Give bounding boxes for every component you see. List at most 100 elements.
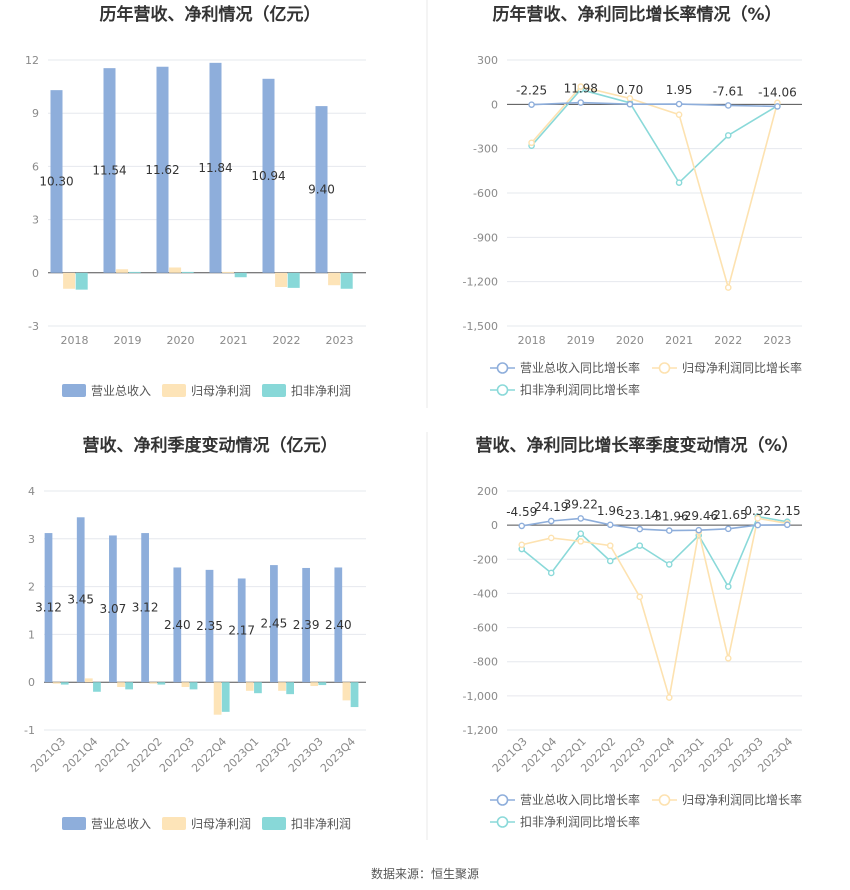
legend-label: 营业总收入同比增长率 (520, 792, 640, 807)
chart-title: 历年营收、净利同比增长率情况（%） (492, 4, 781, 25)
series-point (606, 542, 614, 549)
bar-revenue (156, 66, 169, 273)
series-point (675, 111, 683, 118)
bar-revenue (50, 90, 63, 273)
line-data-label: 39.22 (564, 497, 598, 511)
y-tick-label: 2 (28, 581, 35, 594)
series-line (521, 517, 788, 698)
line-data-label: -23.14 (620, 508, 659, 522)
series-point (577, 99, 585, 106)
bar-data-label: 11.62 (145, 163, 179, 177)
y-tick-label: 1 (28, 628, 35, 641)
line-data-label: 1.96 (597, 504, 624, 518)
line-data-label: 0.70 (617, 83, 644, 97)
bar-net-profit (342, 682, 351, 701)
bar-deducted-profit (350, 682, 359, 708)
y-tick-label: -400 (473, 587, 498, 600)
line-data-label: 2.15 (774, 504, 801, 518)
series-point (665, 527, 673, 534)
bar-deducted-profit (234, 272, 247, 278)
bar-revenue (302, 567, 310, 683)
series-point (675, 179, 683, 186)
bar-net-profit (275, 272, 288, 287)
bar-data-label: 2.40 (325, 618, 352, 632)
x-tick-label: 2018 (518, 334, 546, 347)
legend-marker (496, 816, 509, 828)
bar-deducted-profit (125, 682, 134, 690)
series-point (626, 100, 634, 108)
bar-deducted-profit (93, 682, 101, 692)
chart-title: 历年营收、净利情况（亿元） (100, 4, 321, 25)
x-tick-label: 2022 (714, 334, 742, 347)
source-note: 数据来源：恒生聚源 (371, 866, 479, 881)
chart-4: 营收、净利同比增长率季度变动情况（%） 200 0 -200 -400 -600 -800 -… (463, 435, 802, 829)
line-data-label: -2.25 (516, 84, 547, 98)
y-tick-label: 0 (491, 98, 498, 111)
bar-deducted-profit (318, 682, 327, 686)
legend-label: 营业总收入同比增长率 (520, 360, 640, 375)
y-tick-label: -1 (24, 724, 35, 737)
x-tick-label: 2019 (567, 334, 595, 347)
x-tick-label: 2023 (763, 334, 791, 347)
legend-swatch (62, 817, 86, 830)
series-point (724, 583, 732, 590)
series-line (521, 517, 788, 532)
y-tick-label: -800 (473, 656, 498, 669)
series-point (577, 530, 585, 537)
legend-marker (658, 794, 671, 806)
series-point (528, 139, 535, 147)
legend-marker (496, 362, 509, 374)
bar-revenue (334, 567, 343, 683)
bar-deducted-profit (254, 682, 262, 694)
legend-label: 扣非净利润同比增长率 (520, 382, 640, 397)
legend-swatch (262, 384, 286, 397)
bar-deducted-profit (75, 272, 88, 290)
bar-net-profit (63, 272, 76, 289)
series-point (547, 569, 555, 577)
bar-revenue (205, 569, 214, 683)
y-tick-label: 3 (32, 214, 39, 227)
bar-net-profit (52, 682, 61, 684)
series-line (530, 88, 778, 184)
x-tick-label: 2018 (61, 334, 89, 347)
chart-title: 营收、净利季度变动情况（亿元） (83, 435, 338, 456)
legend-label: 归母净利润 (191, 384, 251, 398)
y-tick-label: 300 (477, 54, 498, 67)
chart-title: 营收、净利同比增长率季度变动情况（%） (475, 435, 798, 456)
bar-data-label: 11.54 (92, 163, 126, 177)
legend-label: 扣非净利润 (291, 384, 351, 398)
series-point (606, 557, 614, 565)
y-tick-label: -1,200 (463, 276, 498, 289)
y-tick-label: -1,500 (463, 320, 498, 333)
bar-net-profit (169, 267, 182, 273)
bar-net-profit (84, 678, 93, 683)
series-point (665, 561, 673, 568)
bar-deducted-profit (181, 271, 194, 273)
series-point (724, 655, 732, 662)
bar-net-profit (245, 682, 254, 691)
line-data-label: -29.46 (679, 509, 718, 523)
y-tick-label: 12 (25, 54, 39, 67)
bar-revenue (315, 106, 328, 273)
legend-marker (496, 794, 509, 806)
series-point (724, 284, 732, 291)
bar-revenue (270, 565, 278, 683)
line-data-label: -14.06 (758, 85, 797, 99)
y-tick-label: -900 (473, 231, 498, 244)
y-tick-label: 0 (28, 676, 35, 689)
series-point (547, 534, 555, 542)
legend-swatch (162, 817, 186, 830)
series-point (724, 132, 732, 139)
chart-3: 营收、净利季度变动情况（亿元）43210-12021Q32021Q42022Q1… (24, 435, 366, 831)
bar-revenue (262, 78, 275, 273)
bar-data-label: 2.17 (228, 623, 255, 637)
bar-data-label: 10.30 (39, 174, 73, 188)
bar-net-profit (213, 682, 222, 715)
line-data-label: 0.32 (744, 504, 771, 518)
y-tick-label: -3 (28, 320, 39, 333)
bar-revenue (109, 535, 117, 683)
bar-data-label: 2.39 (293, 618, 320, 632)
bar-net-profit (328, 272, 341, 286)
bar-net-profit (222, 271, 235, 273)
